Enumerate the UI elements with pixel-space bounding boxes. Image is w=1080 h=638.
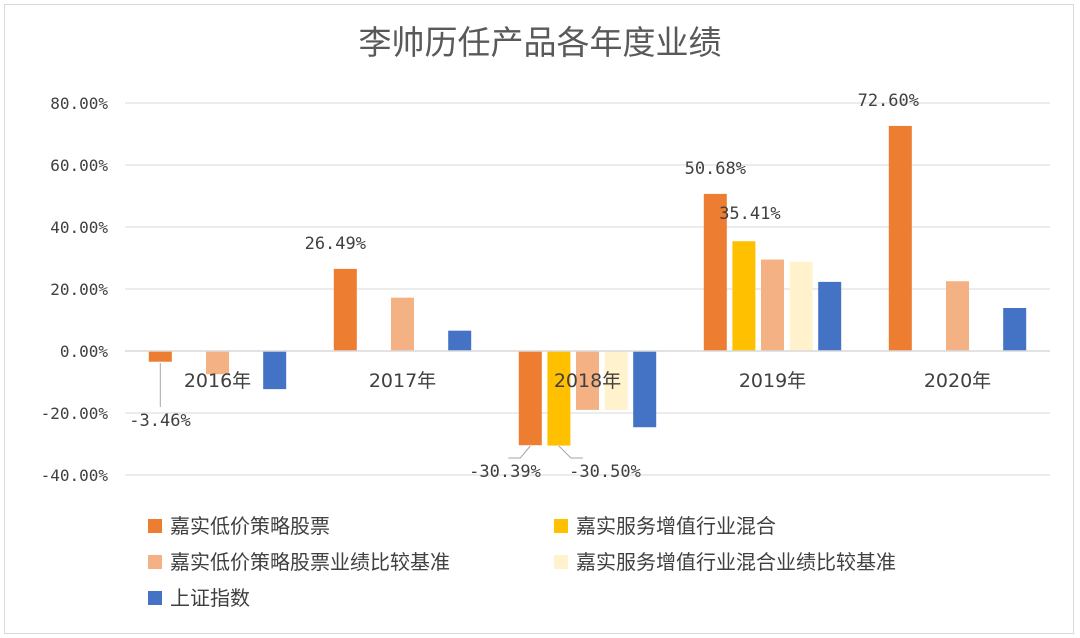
- y-tick-label: 20.00%: [50, 280, 108, 299]
- data-label: 35.41%: [719, 204, 780, 224]
- bar: [888, 125, 912, 351]
- legend-label: 嘉实低价策略股票: [170, 514, 330, 538]
- leader-line: [558, 445, 583, 459]
- y-tick-label: 40.00%: [50, 218, 108, 237]
- data-labels: -3.46% 26.49% -30.39% -30.50% 50.68% 35.41% 72…: [129, 91, 919, 482]
- bar: [604, 351, 628, 410]
- legend-item: 嘉实低价策略股票: [148, 514, 330, 538]
- label-leader-lines: [159, 363, 583, 459]
- bar: [633, 351, 657, 428]
- legend-swatch: [148, 555, 162, 569]
- y-tick-label: -40.00%: [41, 466, 109, 485]
- bar: [148, 351, 172, 362]
- legend-swatch: [554, 519, 568, 533]
- data-label: 72.60%: [858, 91, 919, 111]
- data-label: -30.39%: [469, 462, 541, 482]
- legend-item: 嘉实低价策略股票业绩比较基准: [148, 550, 450, 574]
- bar: [547, 351, 571, 446]
- bar: [206, 351, 229, 375]
- x-tick-label: 2016年: [184, 370, 251, 392]
- bar: [761, 259, 784, 351]
- legend-swatch: [554, 555, 568, 569]
- x-tick-label: 2018年: [554, 370, 621, 392]
- bar: [448, 330, 472, 351]
- bar: [946, 281, 969, 351]
- bar: [576, 351, 599, 410]
- y-axis-ticks: 80.00% 60.00% 40.00% 20.00% 0.00% -20.00% -40.…: [41, 94, 109, 485]
- leader-line: [508, 445, 531, 459]
- legend-item: 上证指数: [148, 586, 250, 610]
- bars: [148, 125, 1027, 446]
- bar: [333, 268, 357, 351]
- data-label: -3.46%: [129, 411, 190, 431]
- legend-swatch: [148, 591, 162, 605]
- bar: [818, 281, 842, 351]
- legend-swatch: [148, 519, 162, 533]
- legend-label: 嘉实服务增值行业混合业绩比较基准: [576, 550, 896, 574]
- bar: [263, 351, 287, 390]
- chart-title: 李帅历任产品各年度业绩: [359, 23, 722, 62]
- x-tick-label: 2017年: [369, 370, 436, 392]
- y-tick-label: 0.00%: [60, 342, 109, 361]
- data-label: 50.68%: [685, 159, 746, 179]
- category-labels: 2016年 2017年 2018年 2019年 2020年: [184, 370, 991, 392]
- bar: [1003, 308, 1027, 351]
- x-tick-label: 2020年: [924, 370, 991, 392]
- bar: [518, 351, 542, 446]
- legend-item: 嘉实服务增值行业混合: [554, 514, 776, 538]
- legend-label: 上证指数: [170, 586, 250, 610]
- data-label: 26.49%: [305, 234, 366, 254]
- legend-item: 嘉实服务增值行业混合业绩比较基准: [554, 550, 896, 574]
- x-tick-label: 2019年: [739, 370, 806, 392]
- legend-label: 嘉实低价策略股票业绩比较基准: [170, 550, 450, 574]
- bar: [703, 193, 727, 351]
- y-tick-label: 80.00%: [50, 94, 108, 113]
- data-label: -30.50%: [569, 462, 641, 482]
- y-tick-label: -20.00%: [41, 404, 109, 423]
- legend-label: 嘉实服务增值行业混合: [576, 514, 776, 538]
- y-tick-label: 60.00%: [50, 156, 108, 175]
- bar: [391, 297, 414, 351]
- bar: [789, 261, 813, 351]
- bar: [732, 241, 756, 351]
